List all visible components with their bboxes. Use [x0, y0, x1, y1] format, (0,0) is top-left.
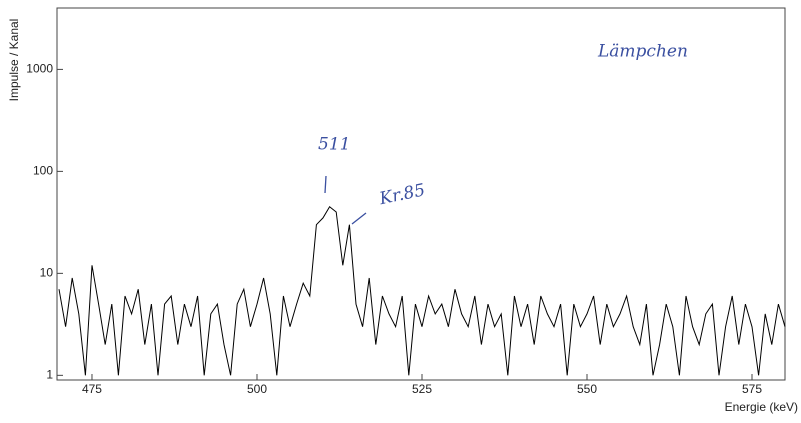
y-tick-label: 100 — [33, 164, 53, 178]
annotation: Lämpchen — [597, 42, 688, 62]
annotation-stroke — [324, 175, 327, 194]
x-tick-label: 525 — [412, 382, 432, 396]
x-tick-label: 475 — [82, 382, 102, 396]
spectrum-line — [58, 205, 786, 376]
y-axis-label: Impulse / Kanal — [7, 19, 21, 102]
annotation: 511 — [318, 135, 350, 155]
y-tick-label: 1000 — [26, 62, 53, 76]
x-axis-label: Energie (keV) — [725, 400, 798, 414]
x-tick-label: 550 — [577, 382, 597, 396]
annotation: Kr.85 — [377, 180, 427, 209]
y-tick-label: 1 — [46, 368, 53, 382]
plot-frame — [56, 7, 786, 381]
annotation-stroke — [351, 212, 367, 225]
x-tick-label: 500 — [247, 382, 267, 396]
x-tick-label: 575 — [742, 382, 762, 396]
y-tick-label: 10 — [40, 266, 54, 280]
